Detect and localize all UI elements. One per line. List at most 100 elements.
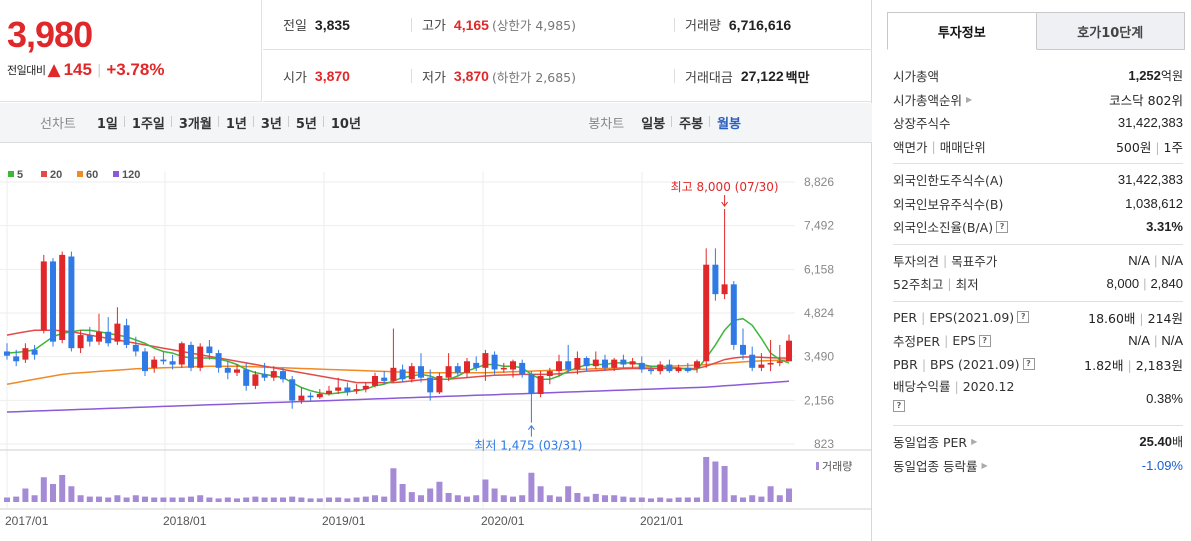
candle-daily-button[interactable]: 일봉: [641, 117, 666, 132]
legend-label: 60: [86, 169, 98, 181]
candle-monthly-button[interactable]: 월봉: [709, 113, 748, 132]
candle-body: [123, 325, 130, 345]
info-section-market: 시가총액 1,252억원 시가총액순위 ▶ 코스닥 802위 상장주식수 31,4…: [893, 60, 1183, 163]
volume-bar: [510, 496, 516, 502]
candlestick-chart-svg: 8,826 7,492 6,158 4,824 3,490 2,156 823 2017/01…: [0, 169, 872, 528]
candle-body: [602, 359, 608, 368]
candle-body: [703, 264, 710, 362]
volume-bar: [758, 496, 765, 502]
row-opinion: 투자의견 | 목표주가 N/A | N/A: [893, 252, 1183, 269]
stat-low: 저가 3,870 (하한가 2,685): [411, 51, 674, 101]
volume-bar: [648, 498, 654, 502]
candle-body: [482, 353, 489, 368]
candle-body: [638, 362, 645, 370]
candle-body: [353, 389, 360, 391]
candle-body: [114, 323, 121, 342]
period-3m-button[interactable]: 3개월: [170, 113, 219, 132]
help-icon[interactable]: ?: [996, 220, 1009, 233]
volume-bar: [519, 495, 526, 502]
volume-bar: [224, 497, 231, 502]
volume-bar: [105, 497, 112, 502]
candle-body: [77, 335, 84, 349]
candle-weekly-button[interactable]: 주봉: [671, 113, 710, 132]
period-10y-button[interactable]: 10년: [322, 113, 368, 132]
volume-bar: [675, 497, 682, 502]
legend-label: 20: [50, 169, 62, 181]
candle-body: [510, 361, 516, 370]
tab-orderbook[interactable]: 호가10단계: [1036, 12, 1185, 50]
up-arrow-icon: ▲: [47, 60, 61, 80]
tab-invest-info[interactable]: 투자정보: [887, 12, 1037, 50]
candle-body: [298, 395, 305, 401]
candle-body: [142, 351, 148, 372]
volume-bar: [252, 496, 259, 502]
candle-body: [666, 364, 673, 372]
volume-bar: [270, 497, 277, 502]
candle-body: [178, 343, 185, 365]
row-sector-change: 동일업종 등락률 ▶ -1.09%: [893, 457, 1183, 474]
candle-body: [427, 377, 434, 393]
candle-body: [740, 344, 746, 355]
chevron-right-icon[interactable]: ▶: [966, 94, 973, 104]
row-per-eps: PER | EPS(2021.09)? 18.60배 | 214원: [893, 309, 1183, 326]
candle-body: [537, 376, 544, 395]
volume-bar: [22, 488, 29, 502]
volume-bar: [142, 496, 148, 502]
chevron-right-icon[interactable]: ▶: [981, 460, 988, 470]
y-tick-label: 2,156: [804, 393, 834, 407]
volume-bar: [684, 497, 691, 502]
candle-body: [197, 346, 204, 368]
chevron-right-icon[interactable]: ▶: [971, 437, 978, 447]
volume-bar: [620, 496, 627, 502]
help-icon[interactable]: ?: [1022, 358, 1035, 371]
candle-body: [372, 376, 378, 386]
volume-bar: [280, 497, 286, 502]
period-3y-button[interactable]: 3년: [252, 113, 289, 132]
volume-bar: [694, 497, 700, 502]
low-arrow-icon: [528, 424, 535, 430]
candle-body: [500, 367, 507, 370]
candle-body: [436, 376, 443, 393]
candle-body: [546, 371, 553, 377]
x-tick-label: 2021/01: [640, 514, 684, 528]
candle-body: [620, 359, 627, 365]
volume-bar: [528, 472, 535, 502]
candle-body: [583, 357, 590, 367]
help-icon[interactable]: ?: [893, 400, 905, 412]
candle-body: [344, 387, 351, 393]
volume-bar: [132, 495, 139, 502]
period-5y-button[interactable]: 5년: [287, 113, 324, 132]
candle-body: [464, 361, 470, 373]
volume-bar: [491, 488, 498, 502]
volume-bar: [592, 493, 599, 502]
candle-body: [381, 377, 388, 381]
row-listed-shares: 상장주식수 31,422,383: [893, 115, 1183, 132]
price-chart[interactable]: 8,826 7,492 6,158 4,824 3,490 2,156 823 2017/01…: [0, 144, 872, 541]
candle-body: [59, 254, 66, 340]
legend-swatch: [77, 171, 83, 177]
candle-body: [234, 369, 240, 373]
help-icon[interactable]: ?: [1017, 311, 1030, 324]
y-tick-label: 6,158: [804, 262, 834, 276]
candle-body: [776, 361, 783, 363]
stock-main-panel: 3,980 전일대비 ▲ 145 | +3.78% 전일 3,835 고가 4,…: [0, 0, 872, 541]
invest-info-table: 시가총액 1,252억원 시가총액순위 ▶ 코스닥 802위 상장주식수 31,4…: [893, 60, 1183, 482]
volume-bar: [767, 486, 774, 502]
volume-bar: [390, 468, 397, 502]
period-1d-button[interactable]: 1일: [96, 117, 118, 132]
period-1y-button[interactable]: 1년: [217, 113, 254, 132]
candle-body: [224, 367, 231, 373]
volume-bar: [602, 495, 608, 502]
info-section-foreign: 외국인한도주식수(A) 31,422,383 외국인보유주식수(B) 1,038…: [893, 163, 1183, 244]
help-icon[interactable]: ?: [978, 334, 991, 347]
volume-bar: [206, 497, 213, 502]
legend-swatch: [41, 171, 47, 177]
volume-bar: [776, 495, 783, 502]
period-1w-button[interactable]: 1주일: [123, 113, 172, 132]
candle-body: [362, 385, 369, 390]
volume-bar: [381, 496, 388, 502]
volume-bar: [666, 498, 673, 502]
current-price: 3,980: [7, 14, 93, 55]
stat-prev-close: 전일 3,835: [283, 16, 350, 35]
candle-body: [335, 387, 342, 391]
